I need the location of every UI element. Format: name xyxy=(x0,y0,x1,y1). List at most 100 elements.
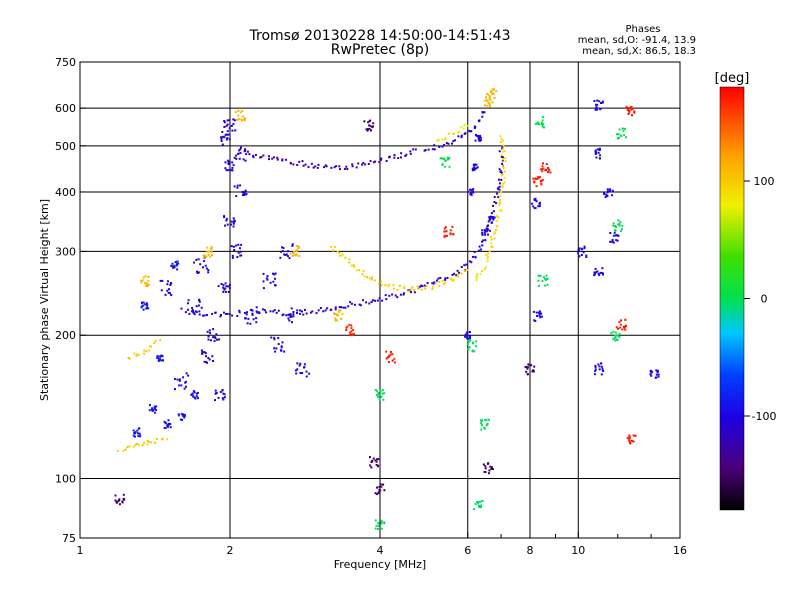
data-point xyxy=(492,204,494,207)
data-point xyxy=(292,315,295,318)
data-point xyxy=(297,245,300,248)
data-point xyxy=(358,303,361,306)
data-point xyxy=(211,312,214,315)
data-point xyxy=(248,153,251,156)
data-point xyxy=(164,422,167,425)
data-point xyxy=(453,132,455,135)
data-point xyxy=(184,380,187,383)
data-point xyxy=(473,251,476,253)
data-point xyxy=(382,398,385,401)
data-point xyxy=(388,355,390,358)
data-point xyxy=(473,166,476,169)
data-point xyxy=(489,465,492,468)
data-point xyxy=(487,220,490,223)
data-point xyxy=(225,217,228,220)
data-point xyxy=(630,108,633,111)
data-point xyxy=(207,253,210,256)
data-point xyxy=(368,124,371,127)
data-point xyxy=(416,285,419,288)
data-point xyxy=(615,239,618,242)
data-point xyxy=(484,233,487,236)
data-point xyxy=(187,302,189,305)
data-point xyxy=(205,267,208,270)
data-point xyxy=(534,207,537,210)
data-point xyxy=(349,301,352,304)
data-point xyxy=(464,132,467,135)
data-point xyxy=(323,166,326,169)
data-point xyxy=(471,350,474,353)
data-point xyxy=(268,158,270,161)
data-point xyxy=(471,191,474,194)
data-point xyxy=(477,502,480,505)
data-point xyxy=(623,134,626,137)
data-point xyxy=(484,465,487,468)
data-point xyxy=(178,379,181,382)
data-point xyxy=(319,307,322,309)
data-point xyxy=(378,398,381,401)
data-point xyxy=(136,432,139,435)
data-point xyxy=(485,96,487,99)
data-point xyxy=(392,287,395,290)
data-point xyxy=(114,499,117,502)
data-point xyxy=(349,331,352,334)
data-point xyxy=(269,310,272,313)
data-point xyxy=(344,306,347,309)
data-point xyxy=(367,128,370,130)
data-point xyxy=(501,162,503,165)
y-tick-label: 75 xyxy=(62,532,76,545)
data-point xyxy=(376,299,379,302)
data-point xyxy=(380,395,383,398)
data-point xyxy=(476,166,479,169)
data-point xyxy=(237,114,240,117)
data-point xyxy=(206,361,208,364)
data-point xyxy=(280,345,283,348)
data-point xyxy=(185,372,188,375)
data-point xyxy=(362,299,364,302)
data-point xyxy=(625,136,628,139)
data-point xyxy=(216,338,219,341)
data-point xyxy=(180,413,183,416)
data-point xyxy=(173,264,176,267)
data-point xyxy=(123,498,126,501)
data-point xyxy=(282,247,285,249)
data-point xyxy=(287,250,290,253)
data-point xyxy=(442,283,445,286)
data-point xyxy=(618,336,621,339)
data-point xyxy=(266,278,269,281)
data-point xyxy=(611,194,614,197)
data-point xyxy=(446,234,448,237)
data-point xyxy=(473,163,476,166)
data-point xyxy=(345,326,348,329)
data-point xyxy=(273,338,276,341)
data-point xyxy=(245,193,248,195)
data-point xyxy=(224,134,227,137)
data-point xyxy=(342,306,345,309)
data-point xyxy=(230,245,233,248)
data-point xyxy=(363,120,366,123)
data-point xyxy=(203,351,206,354)
data-point xyxy=(385,350,388,353)
data-point xyxy=(615,234,617,237)
data-point xyxy=(524,366,527,369)
data-point xyxy=(143,281,146,284)
data-point xyxy=(138,433,141,436)
chart-subtitle: RwPretec (8p) xyxy=(331,42,429,58)
data-point xyxy=(143,441,146,444)
data-point xyxy=(367,163,370,165)
data-point xyxy=(310,162,313,165)
data-point xyxy=(201,314,204,317)
data-point xyxy=(164,293,167,296)
data-point xyxy=(351,165,354,168)
data-point xyxy=(283,253,286,256)
data-point xyxy=(528,363,530,366)
data-point xyxy=(628,111,631,114)
data-point xyxy=(198,310,201,313)
data-point xyxy=(478,138,481,141)
data-point xyxy=(525,370,528,373)
data-point xyxy=(397,157,400,160)
data-point xyxy=(467,348,470,351)
data-point xyxy=(353,265,356,268)
data-point xyxy=(334,308,337,311)
data-point xyxy=(500,174,503,177)
data-point xyxy=(418,285,421,288)
